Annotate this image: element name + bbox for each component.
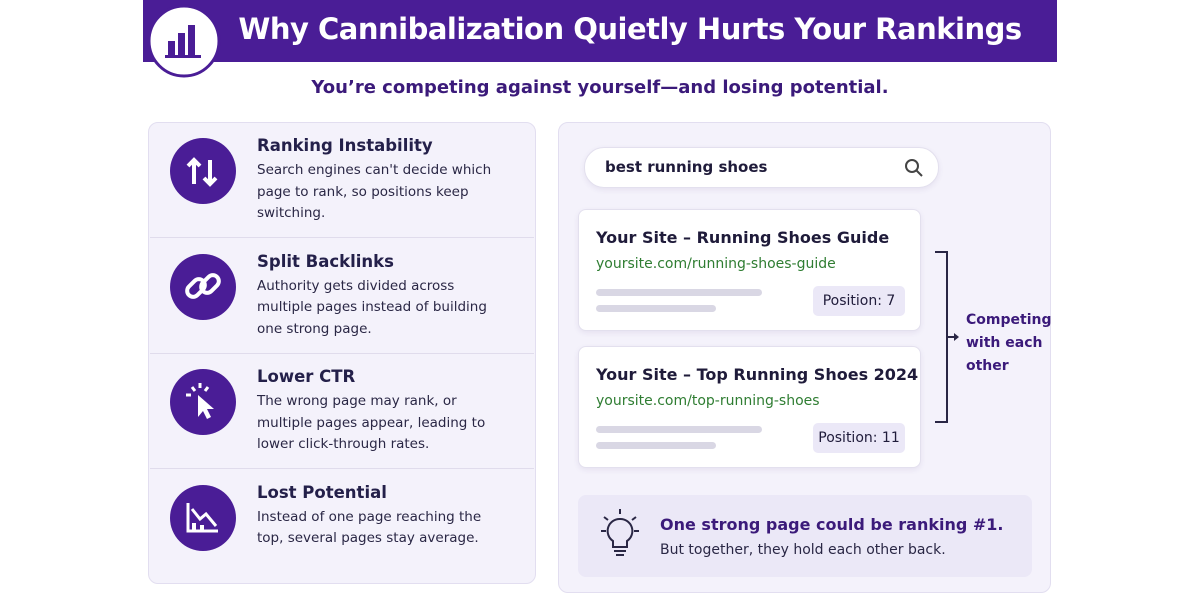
issue-title: Split Backlinks	[257, 251, 394, 271]
issue-item: Split Backlinks Authority gets divided a…	[150, 240, 534, 354]
header-band	[143, 0, 1057, 62]
placeholder-line	[596, 426, 762, 433]
issue-description: Instead of one page reaching the top, se…	[257, 508, 482, 547]
subtitle: You’re competing against yourself—and lo…	[311, 77, 889, 98]
issue-icon	[170, 138, 236, 204]
issue-description: Authority gets divided across multiple p…	[257, 277, 487, 337]
result-url: yoursite.com/top-running-shoes	[596, 393, 820, 409]
issue-icon	[170, 369, 236, 435]
bracket	[935, 251, 959, 423]
placeholder-line	[596, 305, 716, 312]
issue-icon	[170, 484, 236, 551]
tip-headline: One strong page could be ranking #1.	[660, 515, 1004, 534]
issue-item: Lost Potential Instead of one page reach…	[150, 471, 534, 584]
result-title: Your Site – Running Shoes Guide	[596, 228, 890, 247]
logo-icon	[147, 4, 221, 78]
issue-title: Lost Potential	[257, 482, 387, 502]
result-title: Your Site – Top Running Shoes 2024	[596, 365, 919, 384]
result-url: yoursite.com/running-shoes-guide	[596, 256, 836, 272]
search-icon	[905, 159, 923, 177]
bulb-icon	[601, 509, 639, 556]
issue-icon	[170, 253, 236, 320]
position-badge: Position: 11	[813, 423, 905, 453]
issue-item: Lower CTR The wrong page may rank, or mu…	[150, 355, 534, 469]
search-box[interactable]: best running shoes	[584, 147, 939, 188]
result-card[interactable]: Your Site – Running Shoes Guide yoursite…	[578, 209, 921, 331]
placeholder-line	[596, 442, 716, 449]
position-badge: Position: 7	[813, 286, 905, 316]
result-card[interactable]: Your Site – Top Running Shoes 2024 yours…	[578, 346, 921, 468]
issue-description: Search engines can't decide which page t…	[257, 162, 492, 221]
title: Why Cannibalization Quietly Hurts Your R…	[238, 12, 1022, 46]
placeholder-line	[596, 289, 762, 296]
issue-item: Ranking Instability Search engines can't…	[150, 124, 534, 238]
search-query: best running shoes	[605, 158, 768, 176]
issue-title: Ranking Instability	[257, 136, 433, 155]
issue-description: The wrong page may rank, or multiple pag…	[257, 393, 486, 452]
issue-title: Lower CTR	[257, 367, 356, 386]
bracket-label: Competing with each other	[966, 312, 1052, 374]
tip-box: One strong page could be ranking #1. But…	[578, 495, 1032, 577]
tip-text: But together, they hold each other back.	[660, 542, 946, 558]
